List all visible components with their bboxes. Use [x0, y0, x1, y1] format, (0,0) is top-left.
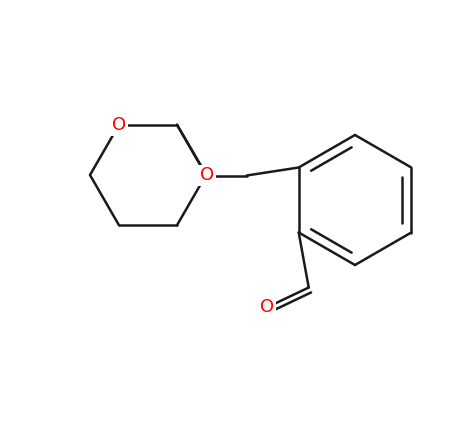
- Text: O: O: [112, 116, 126, 134]
- Text: O: O: [260, 298, 274, 316]
- Text: O: O: [200, 166, 214, 184]
